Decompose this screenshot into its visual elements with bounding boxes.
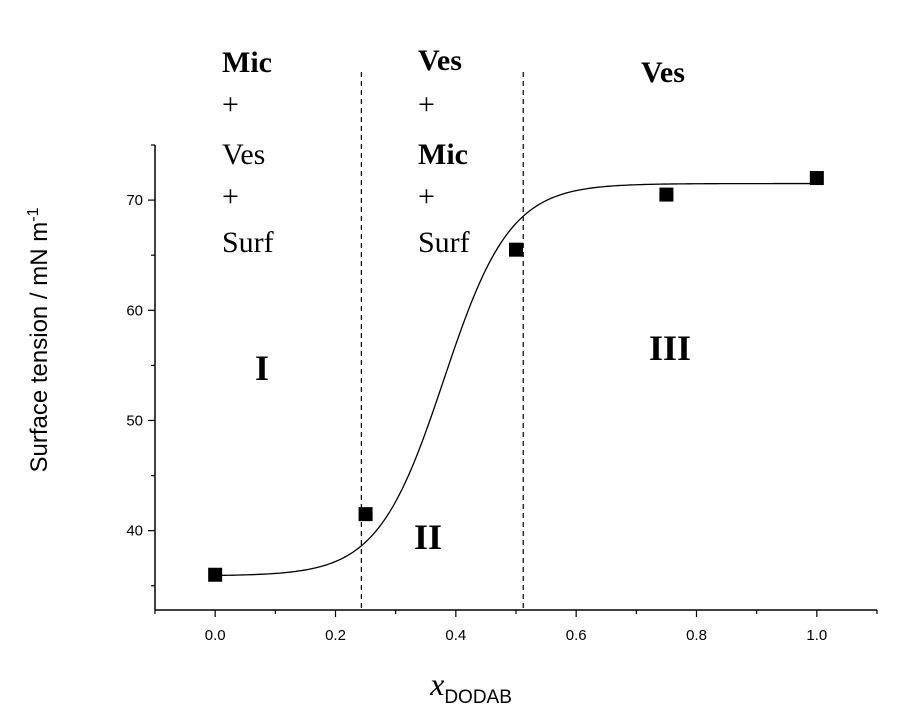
data-point — [208, 567, 223, 582]
data-point — [358, 507, 373, 522]
fit-curve-group — [215, 182, 817, 577]
data-points — [208, 171, 824, 582]
data-point — [509, 242, 523, 257]
x-axis-title: xDODAB — [429, 666, 512, 708]
y-tick-label: 50 — [126, 412, 143, 429]
x-tick-label: 0.2 — [325, 627, 346, 644]
phase-component-label: Ves — [641, 56, 685, 89]
plus-sign: + — [222, 88, 239, 121]
phase-component-label: Mic — [222, 46, 272, 79]
x-tick-label: 0.8 — [686, 627, 707, 644]
phase-component-label: Mic — [418, 138, 468, 171]
tick-labels: 0.0 0.2 0.4 0.6 0.8 1.0 40 50 60 70 — [126, 192, 827, 644]
x-tick-label: 1.0 — [806, 627, 827, 644]
fit-curve — [215, 182, 817, 577]
y-tick-label: 60 — [126, 302, 143, 319]
region-label: III — [649, 328, 691, 368]
phase-component-label: Ves — [222, 138, 265, 171]
data-point — [809, 171, 824, 186]
y-tick-label: 40 — [126, 523, 143, 540]
phase-component-label: Surf — [222, 226, 274, 259]
region-annotations: Mic + Ves + Surf I Ves + Mic + Surf II Ves III — [222, 44, 691, 557]
plus-sign: + — [418, 180, 435, 213]
y-tick-label: 70 — [126, 192, 143, 209]
plus-sign: + — [222, 180, 239, 213]
x-tick-label: 0.6 — [566, 627, 587, 644]
x-tick-label: 0.4 — [445, 627, 466, 644]
phase-component-label: Surf — [418, 226, 470, 259]
axes — [148, 144, 878, 617]
region-label: II — [414, 517, 442, 557]
plus-sign: + — [418, 88, 435, 121]
data-point — [659, 187, 674, 202]
y-axis-title: Surface tension / mN m-1 — [25, 207, 53, 472]
phase-component-label: Ves — [418, 44, 462, 77]
x-tick-label: 0.0 — [205, 627, 226, 644]
region-label: I — [255, 348, 269, 388]
